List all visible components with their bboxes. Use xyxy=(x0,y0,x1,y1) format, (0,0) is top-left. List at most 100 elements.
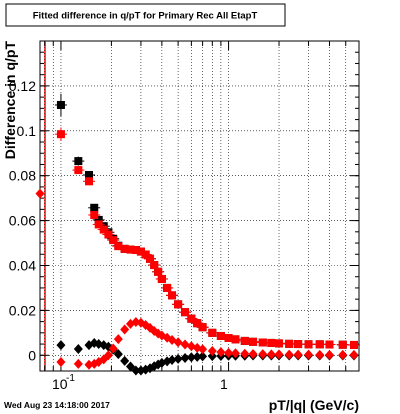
data-point-diamond xyxy=(167,355,177,365)
y-tick-label: 0.1 xyxy=(17,123,37,139)
data-point-square xyxy=(168,291,177,300)
series-1 xyxy=(54,127,360,349)
data-point-square xyxy=(258,338,267,347)
data-point-diamond xyxy=(231,348,241,359)
data-point-diamond xyxy=(108,343,118,354)
data-point-square xyxy=(231,335,240,344)
data-point-diamond xyxy=(266,349,276,360)
data-point-diamond xyxy=(198,344,208,355)
data-point-square xyxy=(74,166,83,175)
data-point-square xyxy=(146,254,155,263)
chart-title: Fitted difference in q/pT for Primary Re… xyxy=(33,11,258,22)
data-point-square xyxy=(114,242,123,251)
data-point-square xyxy=(90,210,99,219)
data-point-square xyxy=(249,337,258,346)
data-point-square xyxy=(325,340,334,349)
x-tick-label-base: 10 xyxy=(52,376,68,392)
data-point-square xyxy=(84,177,93,186)
data-point-diamond xyxy=(173,337,183,348)
data-point-square xyxy=(154,267,163,276)
data-point-diamond xyxy=(192,351,202,362)
data-point-square xyxy=(99,225,108,234)
title-box: Fitted difference in q/pT for Primary Re… xyxy=(5,3,286,27)
data-point-diamond xyxy=(338,349,348,360)
x-tick-label-exp: -1 xyxy=(66,373,75,384)
data-point-diamond xyxy=(131,365,141,376)
data-point-square xyxy=(224,334,233,342)
data-point-square xyxy=(150,261,159,270)
data-point-square xyxy=(275,339,284,348)
x-axis-title: pT/|q| (GeV/c) xyxy=(269,397,359,413)
x-tick-label-one: 1 xyxy=(220,376,228,392)
data-point-square xyxy=(131,246,140,254)
data-point-square xyxy=(174,300,183,309)
data-point-square xyxy=(120,244,129,253)
data-point-diamond xyxy=(248,348,258,359)
data-point-diamond xyxy=(113,334,123,345)
data-point-diamond xyxy=(315,349,325,360)
data-point-square xyxy=(267,338,276,347)
data-point-square xyxy=(84,171,93,180)
data-point-square xyxy=(163,283,172,292)
series-3 xyxy=(35,188,359,370)
data-point-diamond xyxy=(120,355,130,366)
grid xyxy=(40,41,360,371)
data-point-diamond xyxy=(73,344,83,354)
data-point-square xyxy=(304,340,313,349)
data-point-diamond xyxy=(35,188,45,199)
data-point-square xyxy=(198,323,207,332)
data-point-square xyxy=(181,308,190,317)
data-point-diamond xyxy=(103,350,113,361)
data-point-square xyxy=(208,328,217,337)
data-point-diamond xyxy=(293,349,303,360)
data-point-diamond xyxy=(274,349,284,360)
y-tick-label: 0.02 xyxy=(9,302,36,318)
y-axis-title: Difference in q/pT xyxy=(2,41,18,160)
data-point-square xyxy=(141,250,150,259)
data-point-diamond xyxy=(349,349,359,360)
data-point-diamond xyxy=(120,324,130,335)
axes xyxy=(40,41,360,371)
data-marks xyxy=(35,93,360,376)
x-tick-labels: 10 -1 1 xyxy=(52,373,228,392)
y-tick-label: 0.06 xyxy=(9,213,36,229)
data-point-diamond xyxy=(73,358,83,369)
data-point-square xyxy=(104,230,113,239)
data-point-square xyxy=(94,220,103,229)
data-point-square xyxy=(187,314,196,323)
data-point-square xyxy=(109,236,118,245)
data-point-diamond xyxy=(173,353,183,364)
date-stamp: Wed Aug 23 14:18:00 2017 xyxy=(4,400,110,410)
data-point-diamond xyxy=(207,346,217,357)
data-point-square xyxy=(216,331,225,340)
data-point-square xyxy=(338,340,347,349)
data-point-diamond xyxy=(180,352,190,363)
data-point-diamond xyxy=(186,352,196,363)
data-point-square xyxy=(315,340,324,349)
data-point-square xyxy=(94,215,103,224)
data-point-diamond xyxy=(56,340,66,351)
y-tick-label: 0 xyxy=(28,347,36,363)
data-point-diamond xyxy=(126,361,136,372)
data-point-diamond xyxy=(284,349,294,360)
data-point-square xyxy=(56,100,65,109)
data-point-square xyxy=(240,336,249,345)
data-point-diamond xyxy=(324,349,334,360)
data-point-diamond xyxy=(56,357,66,368)
data-point-square xyxy=(285,339,294,348)
data-point-square xyxy=(294,340,303,349)
data-point-diamond xyxy=(113,349,123,360)
data-point-square xyxy=(56,130,65,139)
data-point-diamond xyxy=(180,339,190,350)
data-point-square xyxy=(74,157,83,166)
data-point-diamond xyxy=(198,351,208,362)
data-point-square xyxy=(193,319,202,328)
y-tick-label: 0.12 xyxy=(9,78,36,94)
data-point-square xyxy=(136,247,145,256)
data-point-diamond xyxy=(304,349,314,360)
data-point-diamond xyxy=(240,348,250,359)
data-point-diamond xyxy=(224,347,234,358)
y-tick-label: 0.04 xyxy=(9,257,36,273)
data-point-diamond xyxy=(207,351,217,362)
